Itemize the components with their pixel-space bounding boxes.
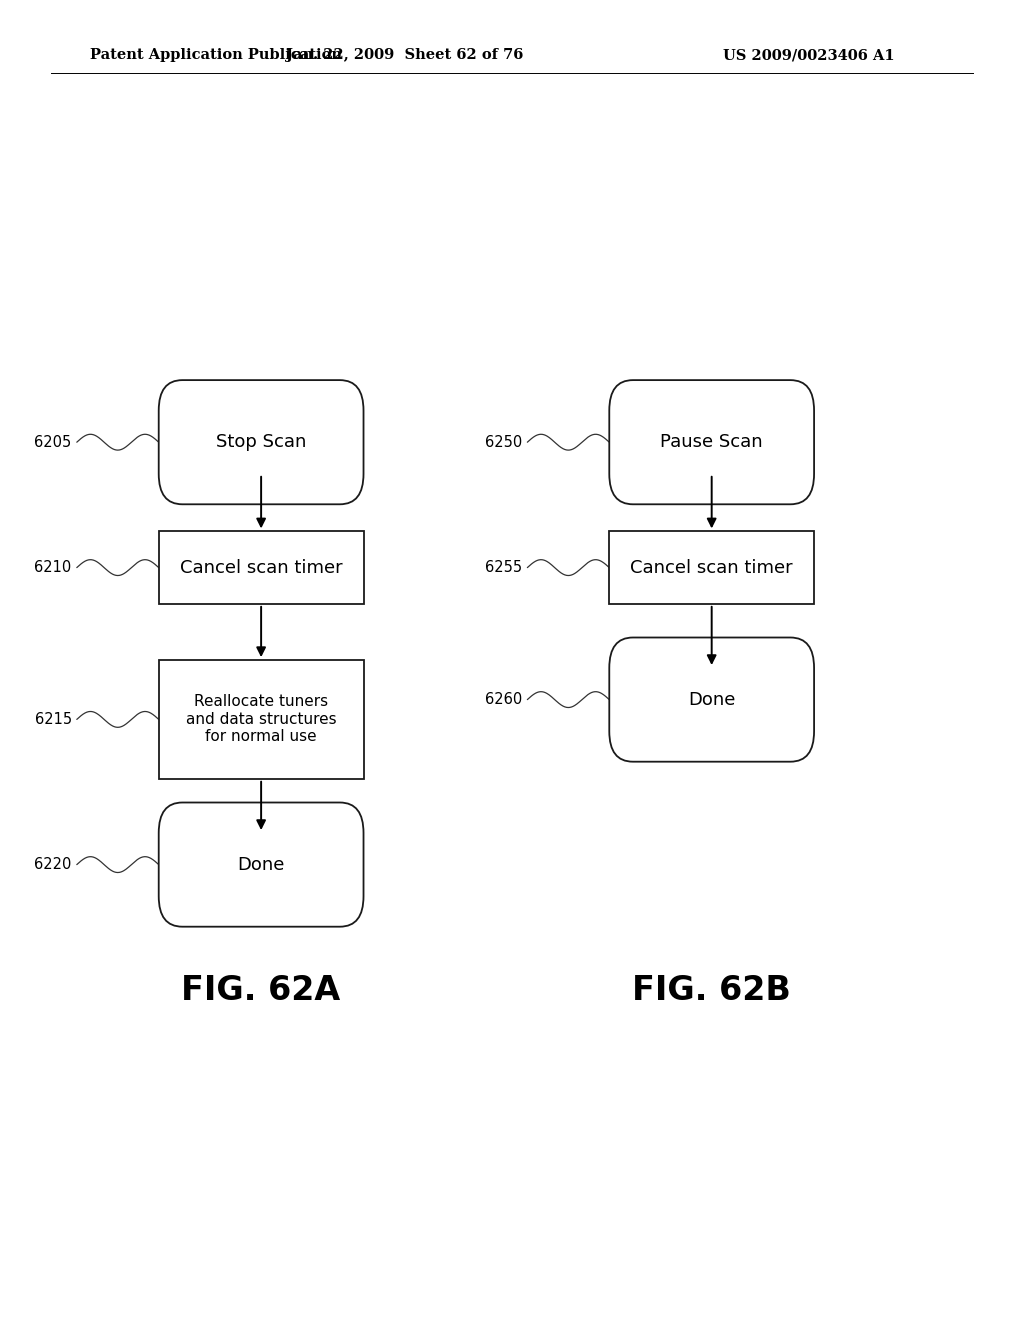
Text: Patent Application Publication: Patent Application Publication xyxy=(90,49,342,62)
Text: Done: Done xyxy=(688,690,735,709)
Text: 6260: 6260 xyxy=(485,692,522,708)
Text: Jan. 22, 2009  Sheet 62 of 76: Jan. 22, 2009 Sheet 62 of 76 xyxy=(286,49,523,62)
Text: 6205: 6205 xyxy=(35,434,72,450)
FancyBboxPatch shape xyxy=(609,638,814,762)
Text: Cancel scan timer: Cancel scan timer xyxy=(631,558,793,577)
Text: 6255: 6255 xyxy=(485,560,522,576)
Text: US 2009/0023406 A1: US 2009/0023406 A1 xyxy=(723,49,895,62)
Text: FIG. 62A: FIG. 62A xyxy=(181,974,341,1006)
FancyBboxPatch shape xyxy=(159,803,364,927)
Bar xyxy=(609,531,814,605)
Bar xyxy=(159,660,364,779)
Text: 6215: 6215 xyxy=(35,711,72,727)
Text: 6220: 6220 xyxy=(35,857,72,873)
FancyBboxPatch shape xyxy=(159,380,364,504)
Text: FIG. 62B: FIG. 62B xyxy=(632,974,792,1006)
Text: 6250: 6250 xyxy=(485,434,522,450)
FancyBboxPatch shape xyxy=(609,380,814,504)
Text: 6210: 6210 xyxy=(35,560,72,576)
Text: Done: Done xyxy=(238,855,285,874)
Text: Stop Scan: Stop Scan xyxy=(216,433,306,451)
Text: Reallocate tuners
and data structures
for normal use: Reallocate tuners and data structures fo… xyxy=(185,694,337,744)
Text: Cancel scan timer: Cancel scan timer xyxy=(180,558,342,577)
Text: Pause Scan: Pause Scan xyxy=(660,433,763,451)
Bar xyxy=(159,531,364,605)
